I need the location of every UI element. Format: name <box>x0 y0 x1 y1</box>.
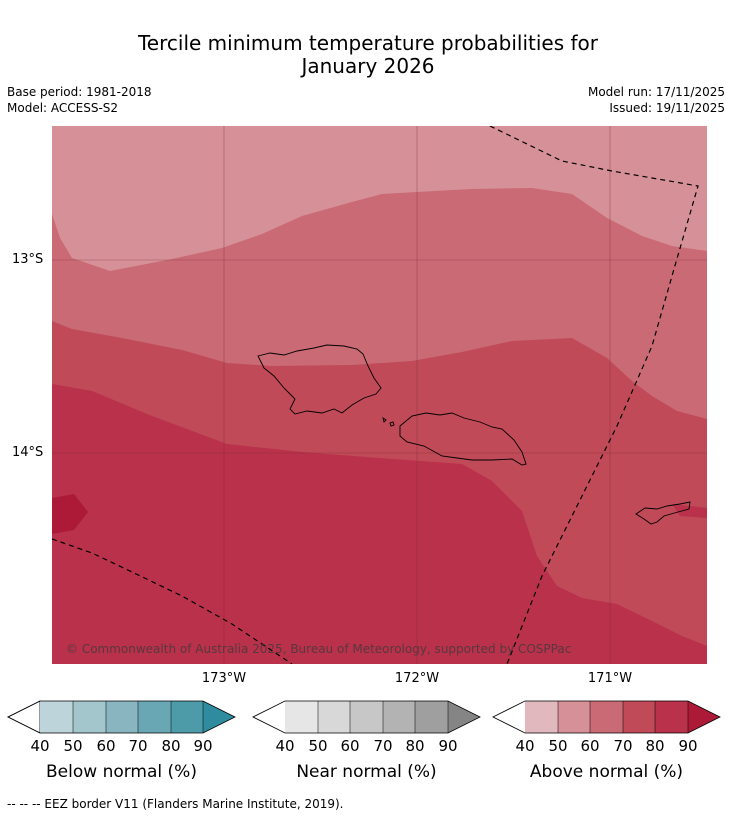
lon-label-172w: 172°W <box>394 671 440 686</box>
colorbar-above-segment <box>655 701 688 733</box>
colorbar-near-normal <box>252 700 481 734</box>
colorbar-below-segment <box>138 701 171 733</box>
tutuila-island <box>635 501 691 525</box>
colorbar-below-normal <box>7 700 236 734</box>
colorbar-near-segment <box>350 701 383 733</box>
model-run: Model run: 17/11/2025 <box>587 85 725 99</box>
legend-title-above: Above normal (%) <box>529 762 684 782</box>
colorbar-above-segment <box>623 701 655 733</box>
metadata-right: Model run: 17/11/2025 Issued: 19/11/2025 <box>588 84 725 116</box>
colorbar-below-extend-high <box>203 701 235 733</box>
graticule <box>52 126 707 664</box>
legend-near-tick: 40 <box>275 737 295 755</box>
legend-colorbars <box>7 700 721 734</box>
islands <box>257 344 691 525</box>
colorbar-near-segment <box>285 701 318 733</box>
base-period: Base period: 1981-2018 <box>7 85 152 99</box>
map-title: Tercile minimum temperature probabilitie… <box>0 32 736 78</box>
colorbar-near-segment <box>383 701 415 733</box>
legend-below-tick: 90 <box>193 737 213 755</box>
colorbar-above-extend-high <box>688 701 720 733</box>
colorbar-above-segment <box>590 701 623 733</box>
legend-below-tick: 60 <box>96 737 116 755</box>
colorbar-below-segment <box>106 701 138 733</box>
legend-above-tick: 80 <box>645 737 665 755</box>
legend-below-tick: 40 <box>30 737 50 755</box>
colorbar-above-extend-low <box>493 701 525 733</box>
model-name: Model: ACCESS-S2 <box>7 101 119 115</box>
legend-title-below: Below normal (%) <box>46 762 197 782</box>
legend-above-tick: 50 <box>548 737 568 755</box>
legend-title-near: Near normal (%) <box>296 762 437 782</box>
eez-line-east <box>489 126 699 664</box>
colorbar-above-segment <box>558 701 590 733</box>
eez-footnote: -- -- -- EEZ border V11 (Flanders Marine… <box>7 797 344 811</box>
legend-below-tick: 80 <box>161 737 181 755</box>
prob-band-80-90-east <box>672 504 707 518</box>
colorbar-near-segment <box>318 701 350 733</box>
legend-near-tick: 60 <box>340 737 360 755</box>
eez-line-south <box>52 538 293 664</box>
prob-band-90-plus <box>52 494 88 534</box>
upolu-island <box>399 412 527 466</box>
lat-label-13s: 13°S <box>12 252 44 267</box>
probability-map[interactable] <box>52 126 707 664</box>
colorbar-below-segment <box>73 701 106 733</box>
colorbar-below-segment <box>40 701 73 733</box>
apolima-islet <box>389 421 395 427</box>
legend-below-tick: 70 <box>128 737 148 755</box>
legend-above-tick: 40 <box>515 737 535 755</box>
legend-near-tick: 70 <box>373 737 393 755</box>
lat-label-14s: 14°S <box>12 445 44 460</box>
manono-islet <box>382 416 387 423</box>
savaii-island <box>257 344 382 415</box>
legend-near-tick: 50 <box>308 737 328 755</box>
title-line-1: Tercile minimum temperature probabilitie… <box>137 31 599 55</box>
metadata-left: Base period: 1981-2018 Model: ACCESS-S2 <box>7 84 152 116</box>
map-svg <box>52 126 707 664</box>
legend-below-tick: 50 <box>63 737 83 755</box>
colorbar-above-segment <box>525 701 558 733</box>
colorbar-above-normal <box>492 700 721 734</box>
colorbar-near-extend-low <box>253 701 285 733</box>
colorbar-near-extend-high <box>448 701 480 733</box>
lon-label-171w: 171°W <box>587 671 633 686</box>
title-line-2: January 2026 <box>301 54 435 78</box>
legend-above-tick: 70 <box>613 737 633 755</box>
legend-near-tick: 80 <box>405 737 425 755</box>
issued-date: Issued: 19/11/2025 <box>609 101 725 115</box>
colorbar-below-segment <box>171 701 203 733</box>
legend-above-tick: 90 <box>678 737 698 755</box>
eez-border <box>52 126 699 664</box>
legend-above-tick: 60 <box>580 737 600 755</box>
lon-label-173w: 173°W <box>201 671 247 686</box>
colorbar-below-extend-low <box>7 700 41 734</box>
prob-band-80-90 <box>52 384 707 664</box>
copyright-text: © Commonwealth of Australia 2025, Bureau… <box>66 642 572 656</box>
colorbar-near-segment <box>415 701 448 733</box>
legend-near-tick: 90 <box>438 737 458 755</box>
